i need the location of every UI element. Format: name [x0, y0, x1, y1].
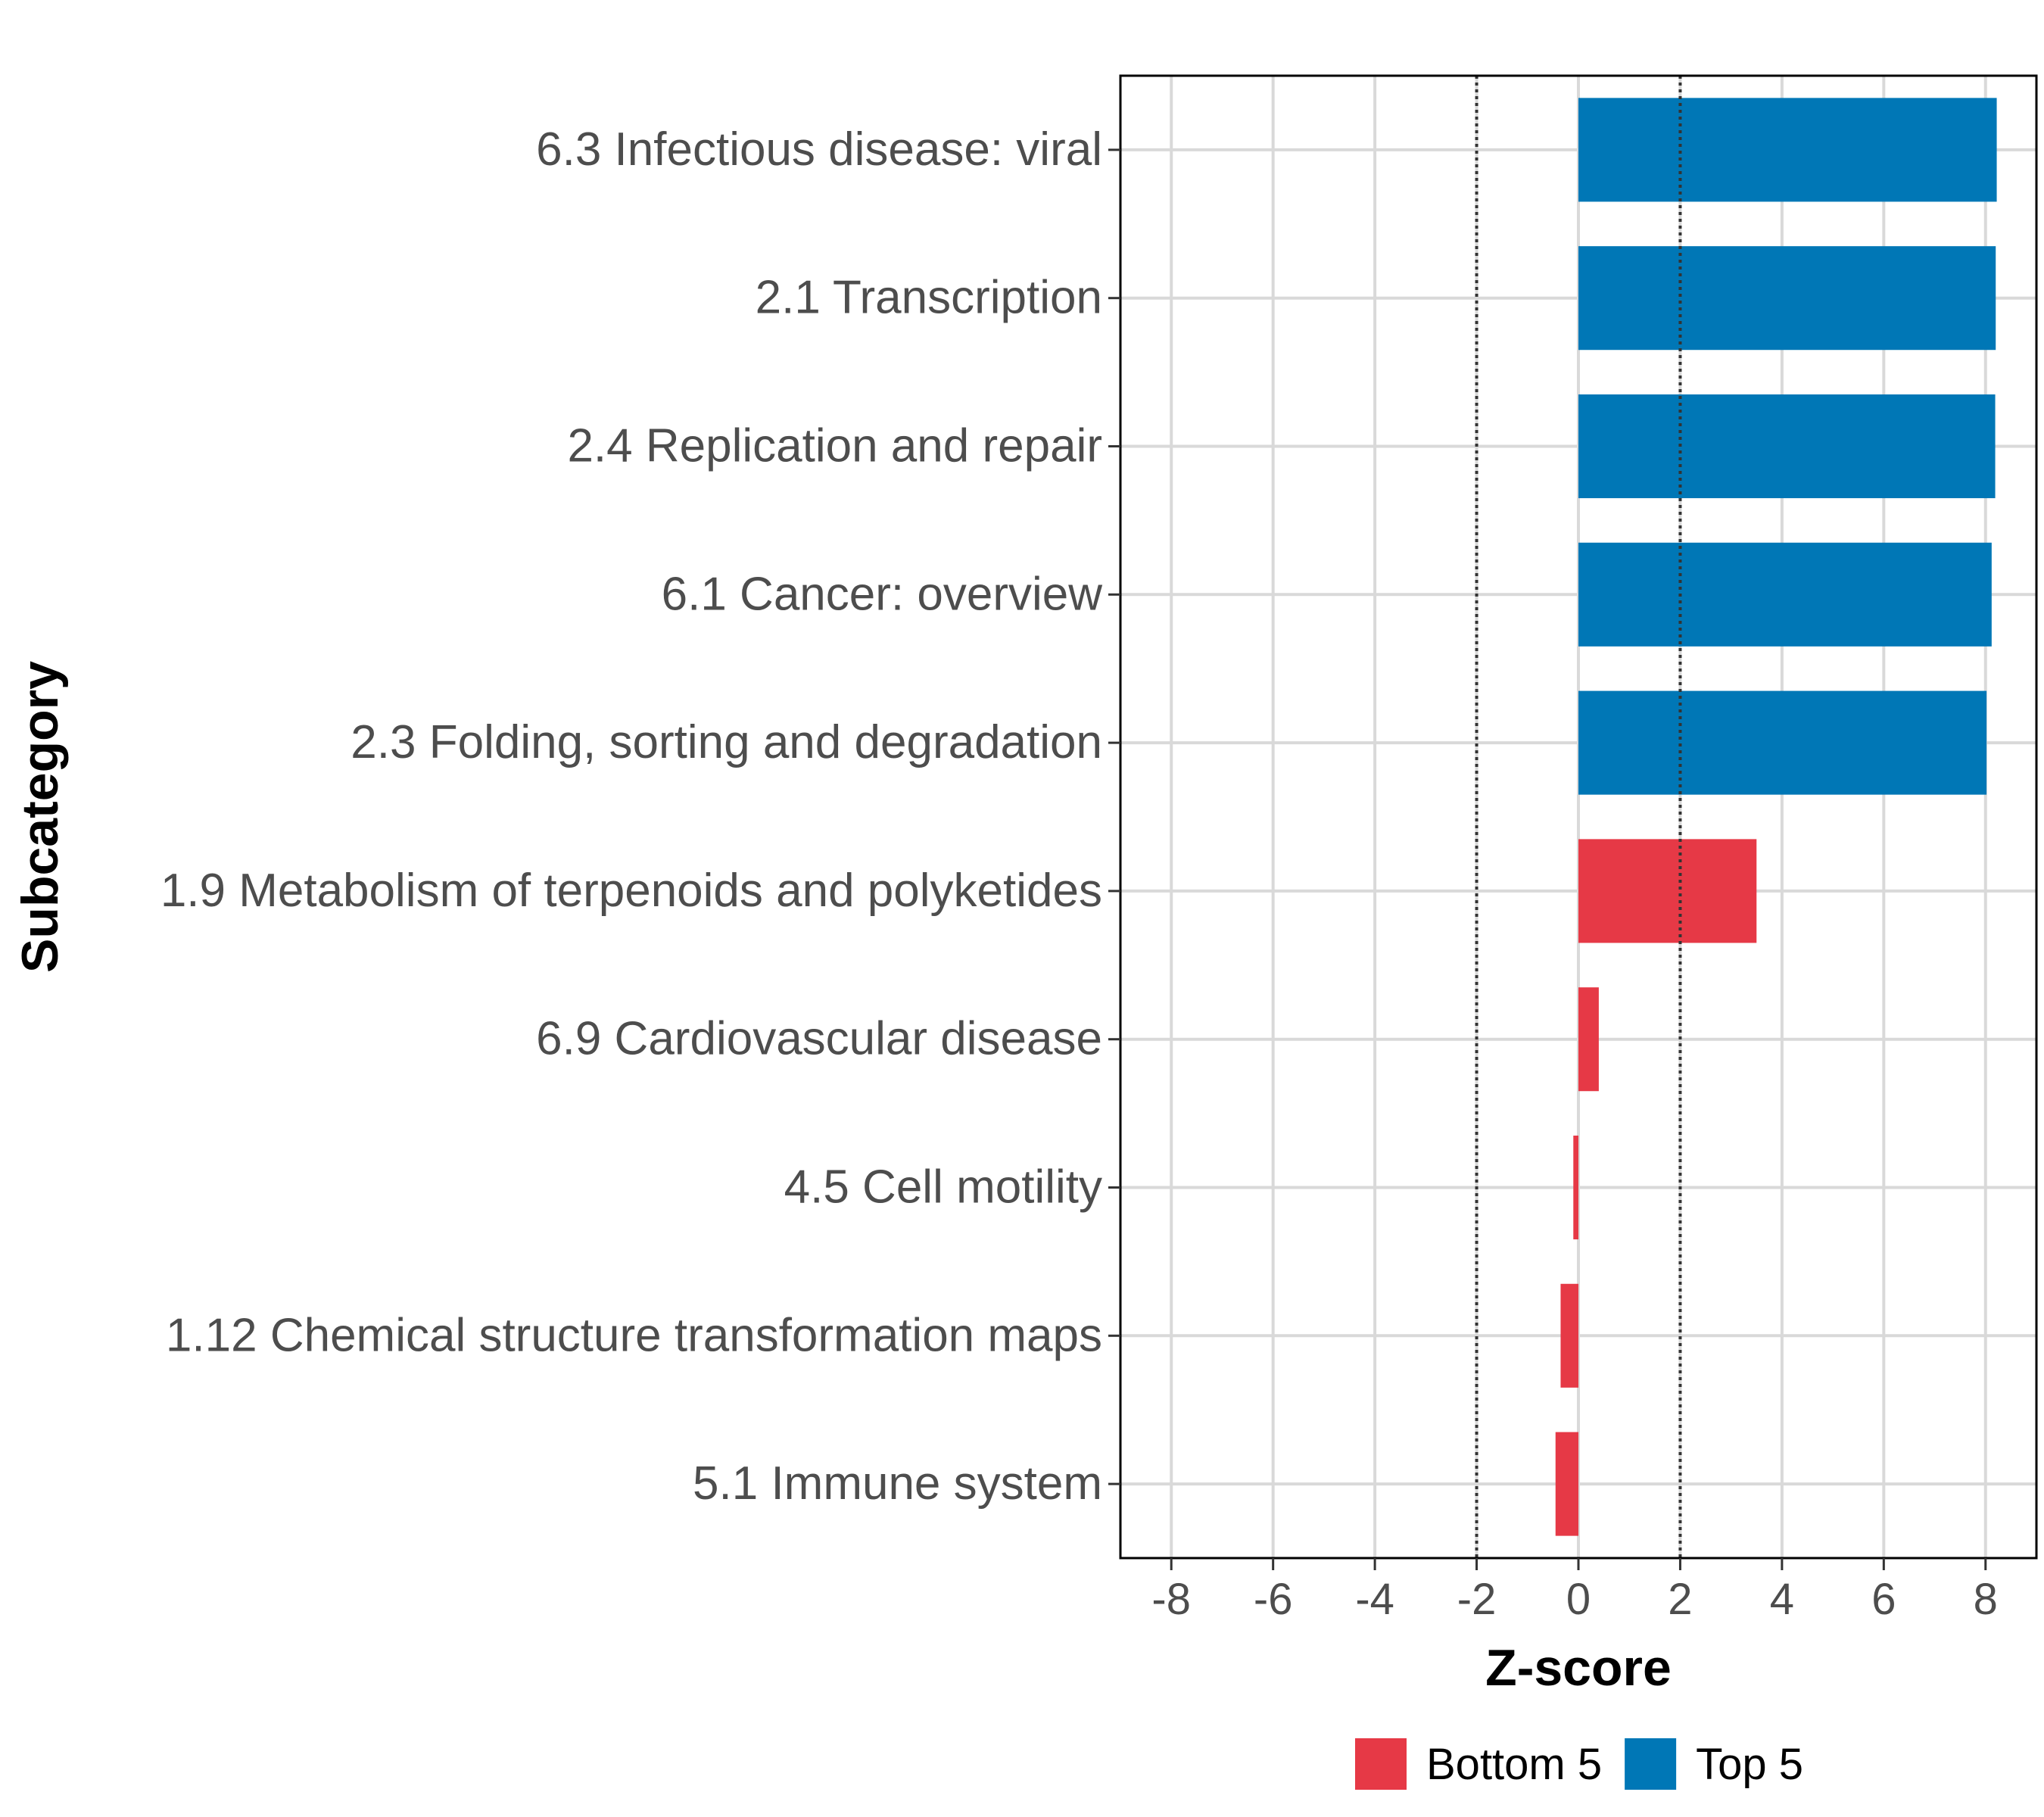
y-axis: 6.3 Infectious disease: viral 2.1 Transcr…: [160, 123, 1120, 1510]
y-tick-label: 1.12 Chemical structure transformation m…: [166, 1309, 1102, 1361]
y-tick-label: 2.4 Replication and repair: [567, 420, 1102, 472]
bar: [1578, 98, 1997, 202]
bar: [1578, 690, 1987, 795]
y-tick-label: 1.9 Metabolism of terpenoids and polyket…: [160, 865, 1102, 917]
legend-swatch: [1625, 1738, 1677, 1790]
x-tick-label: -4: [1355, 1575, 1394, 1624]
x-tick-label: 2: [1668, 1575, 1692, 1624]
legend-label: Top 5: [1696, 1740, 1803, 1789]
bar: [1578, 246, 1996, 351]
x-tick-label: 4: [1770, 1575, 1794, 1624]
legend: Bottom 5 Top 5: [1355, 1738, 1803, 1790]
reference-lines: [1475, 76, 1682, 1558]
legend-label: Bottom 5: [1426, 1740, 1602, 1789]
y-tick-label: 5.1 Immune system: [693, 1457, 1102, 1510]
bar: [1578, 987, 1599, 1092]
y-tick-label: 2.3 Folding, sorting and degradation: [351, 716, 1102, 768]
x-tick-label: -8: [1151, 1575, 1191, 1624]
y-tick-label: 6.9 Cardiovascular disease: [536, 1013, 1102, 1065]
x-axis: -8 -6 -4 -2 0 2 4 6 8: [1151, 1558, 1998, 1624]
y-tick-label: 6.3 Infectious disease: viral: [536, 123, 1102, 176]
x-axis-title: Z-score: [1485, 1639, 1672, 1697]
bar: [1578, 394, 1996, 499]
x-tick-label: 0: [1566, 1575, 1591, 1624]
x-tick-label: 6: [1871, 1575, 1896, 1624]
y-axis-title: Subcategory: [11, 661, 69, 973]
bar: [1560, 1283, 1578, 1388]
bar: [1578, 542, 1992, 647]
legend-swatch: [1355, 1738, 1407, 1790]
y-tick-label: 2.1 Transcription: [756, 272, 1102, 324]
bar: [1555, 1432, 1578, 1536]
x-tick-label: -6: [1254, 1575, 1293, 1624]
bar: [1578, 839, 1757, 943]
x-tick-label: -2: [1457, 1575, 1497, 1624]
bars: [1555, 98, 1997, 1536]
x-tick-label: 8: [1974, 1575, 1998, 1624]
y-tick-label: 6.1 Cancer: overview: [662, 568, 1103, 620]
y-tick-label: 4.5 Cell motility: [784, 1161, 1102, 1214]
bar: [1573, 1135, 1578, 1240]
